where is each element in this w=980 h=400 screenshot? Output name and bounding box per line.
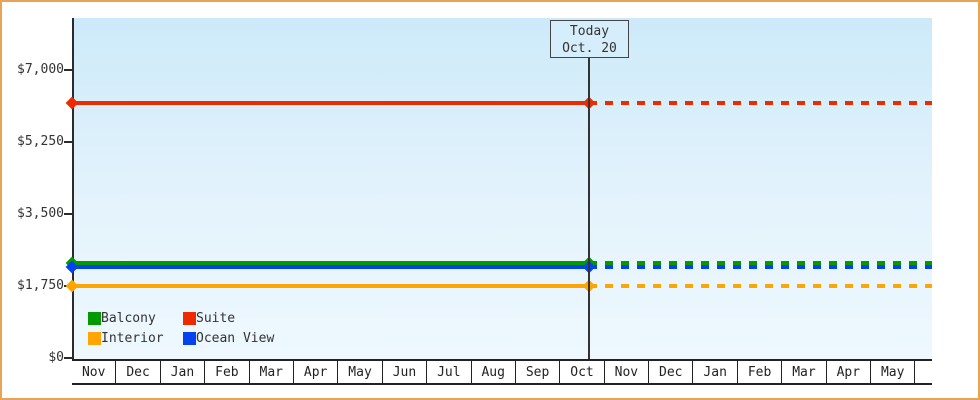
y-tick-label: $0 — [48, 350, 64, 365]
month-cell: Aug — [472, 361, 516, 383]
legend-label: Suite — [196, 311, 236, 326]
month-cell: May — [338, 361, 383, 383]
today-flag-title: Today — [569, 24, 610, 39]
legend: Balcony Suite Interior Ocean View — [88, 311, 274, 346]
plot-area — [72, 18, 932, 359]
legend-item-balcony: Balcony — [88, 311, 183, 326]
legend-item-suite: Suite — [183, 311, 274, 326]
legend-label: Balcony — [101, 311, 156, 326]
month-cell: Jun — [383, 361, 428, 383]
today-marker-line — [588, 58, 590, 362]
legend-swatch-icon — [88, 312, 101, 325]
month-cell: Jul — [427, 361, 472, 383]
month-cell: May — [871, 361, 916, 383]
month-cell: Oct — [560, 361, 605, 383]
month-cell: Dec — [649, 361, 694, 383]
month-cell: Sep — [516, 361, 561, 383]
month-cell: Mar — [782, 361, 827, 383]
y-tick — [64, 69, 72, 71]
series-projection-balcony — [589, 261, 932, 266]
legend-item-interior: Interior — [88, 331, 183, 346]
legend-label: Interior — [101, 331, 164, 346]
today-flag: Today Oct. 20 — [550, 20, 629, 58]
series-line-ocean-view — [72, 265, 589, 270]
y-tick-label: $7,000 — [17, 62, 64, 77]
month-cell: Mar — [250, 361, 294, 383]
month-cell: Feb — [205, 361, 250, 383]
month-cell: Apr — [827, 361, 872, 383]
series-line-suite — [72, 100, 589, 105]
legend-swatch-icon — [183, 332, 196, 345]
y-tick-label: $3,500 — [17, 206, 64, 221]
x-axis-month-row: Nov Dec Jan Feb Mar Apr May Jun Jul Aug Sep Oct Nov D… — [72, 359, 932, 385]
legend-swatch-icon — [183, 312, 196, 325]
y-tick — [64, 141, 72, 143]
month-cell: Nov — [72, 361, 117, 383]
series-projection-ocean-view — [589, 265, 932, 270]
y-axis-line — [72, 18, 74, 385]
month-cell: Feb — [738, 361, 783, 383]
month-cell: Dec — [116, 361, 161, 383]
month-cell: Jan — [693, 361, 738, 383]
series-projection-suite — [589, 100, 932, 105]
y-tick-label: $5,250 — [17, 134, 64, 149]
legend-swatch-icon — [88, 332, 101, 345]
month-cell: Apr — [294, 361, 339, 383]
y-tick — [64, 213, 72, 215]
legend-label: Ocean View — [196, 331, 275, 346]
month-cell: Nov — [605, 361, 650, 383]
series-line-interior — [72, 284, 589, 288]
month-cell: Jan — [161, 361, 206, 383]
today-flag-date: Oct. 20 — [562, 41, 617, 56]
month-row-filler — [915, 361, 932, 383]
y-tick-label: $1,750 — [17, 278, 64, 293]
series-projection-interior — [589, 284, 932, 288]
series-line-balcony — [72, 261, 589, 266]
legend-item-ocean-view: Ocean View — [183, 331, 274, 346]
y-tick — [64, 357, 72, 359]
